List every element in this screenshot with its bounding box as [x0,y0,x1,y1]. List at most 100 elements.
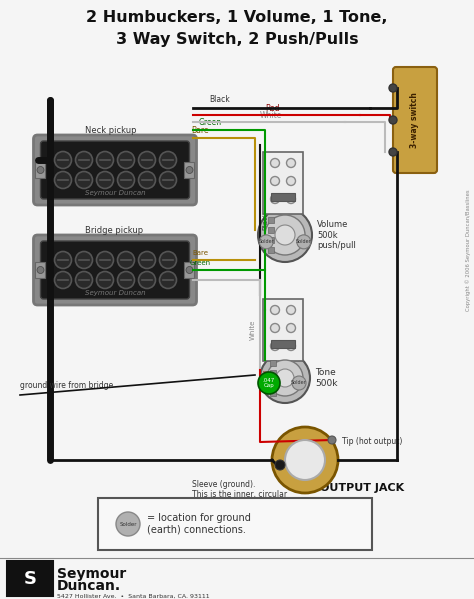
Text: Bare: Bare [191,126,209,135]
Circle shape [286,341,295,350]
Circle shape [37,267,44,274]
Circle shape [75,252,92,268]
Circle shape [271,323,280,332]
Circle shape [328,436,336,444]
Text: Copyright © 2006 Seymour Duncan/Basslines: Copyright © 2006 Seymour Duncan/Bassline… [465,189,471,311]
Bar [271,193,295,201]
Text: Tone
500k: Tone 500k [315,368,337,388]
FancyBboxPatch shape [40,141,190,199]
Circle shape [271,341,280,350]
Text: White: White [250,320,256,340]
Circle shape [271,177,280,186]
Circle shape [265,215,305,255]
Circle shape [297,235,311,249]
Bar [184,262,194,278]
Bar [271,340,295,348]
Bar [268,217,274,223]
Circle shape [118,271,135,289]
Text: Black: Black [210,95,230,104]
Circle shape [286,195,295,204]
Text: Solder: Solder [119,522,137,527]
Circle shape [292,376,306,390]
Bar [36,262,46,278]
Circle shape [275,460,285,470]
Text: S: S [24,570,36,588]
Circle shape [271,159,280,168]
Text: ground wire from bridge: ground wire from bridge [20,381,113,390]
Text: Red: Red [265,104,280,113]
Text: 3 Way Switch, 2 Push/Pulls: 3 Way Switch, 2 Push/Pulls [116,32,358,47]
Circle shape [55,171,72,189]
Bar [268,247,274,253]
Circle shape [97,171,113,189]
Circle shape [55,252,72,268]
Bar [270,380,276,386]
FancyBboxPatch shape [393,67,437,173]
Circle shape [271,195,280,204]
Circle shape [118,252,135,268]
FancyBboxPatch shape [263,299,303,361]
Circle shape [138,271,155,289]
Circle shape [55,152,72,168]
Circle shape [138,252,155,268]
Text: Solder: Solder [296,240,312,244]
Circle shape [118,171,135,189]
Circle shape [258,208,312,262]
Bar [270,360,276,366]
Circle shape [276,369,294,387]
FancyBboxPatch shape [34,135,197,205]
Circle shape [97,152,113,168]
Text: Neck pickup: Neck pickup [85,126,137,135]
Circle shape [97,271,113,289]
FancyBboxPatch shape [7,561,53,596]
Text: OUTPUT JACK: OUTPUT JACK [320,483,404,493]
Circle shape [186,167,193,174]
Text: 2 Humbuckers, 1 Volume, 1 Tone,: 2 Humbuckers, 1 Volume, 1 Tone, [86,10,388,25]
Circle shape [260,353,310,403]
Text: 5427 Hollister Ave.  •  Santa Barbara, CA. 93111: 5427 Hollister Ave. • Santa Barbara, CA.… [57,594,210,598]
Circle shape [55,271,72,289]
Text: Seymour Duncan: Seymour Duncan [85,190,146,196]
Circle shape [75,171,92,189]
Circle shape [267,360,303,396]
FancyBboxPatch shape [263,152,303,214]
Text: = location for ground
(earth) connections.: = location for ground (earth) connection… [147,513,251,535]
Circle shape [286,159,295,168]
Circle shape [75,152,92,168]
Circle shape [286,323,295,332]
Circle shape [271,305,280,314]
Circle shape [159,252,176,268]
Text: Green: Green [190,260,210,266]
Circle shape [286,305,295,314]
Text: Black: Black [262,210,268,229]
Bar [268,237,274,243]
Circle shape [389,84,397,92]
Circle shape [389,116,397,124]
FancyBboxPatch shape [98,498,372,550]
Text: .047
Cap: .047 Cap [263,377,275,388]
Circle shape [159,152,176,168]
Text: Duncan.: Duncan. [57,579,121,593]
Text: White: White [260,111,283,120]
Circle shape [159,271,176,289]
FancyBboxPatch shape [34,235,197,305]
Bar [270,370,276,376]
Text: Green: Green [199,118,221,127]
Circle shape [159,171,176,189]
Circle shape [37,167,44,174]
Bar [36,162,46,178]
Circle shape [286,177,295,186]
Circle shape [138,152,155,168]
Bar [270,390,276,396]
Text: Bare: Bare [192,250,208,256]
Text: Tip (hot output): Tip (hot output) [342,437,402,446]
Text: 3-way switch: 3-way switch [410,92,419,148]
Text: Sleeve (ground).
This is the inner, circular
portion of the jack: Sleeve (ground). This is the inner, circ… [192,480,287,510]
Circle shape [272,427,338,493]
Bar [184,162,194,178]
Circle shape [138,171,155,189]
Text: Solder: Solder [291,380,307,386]
Circle shape [97,252,113,268]
Circle shape [285,440,325,480]
Text: Seymour Duncan: Seymour Duncan [85,290,146,296]
